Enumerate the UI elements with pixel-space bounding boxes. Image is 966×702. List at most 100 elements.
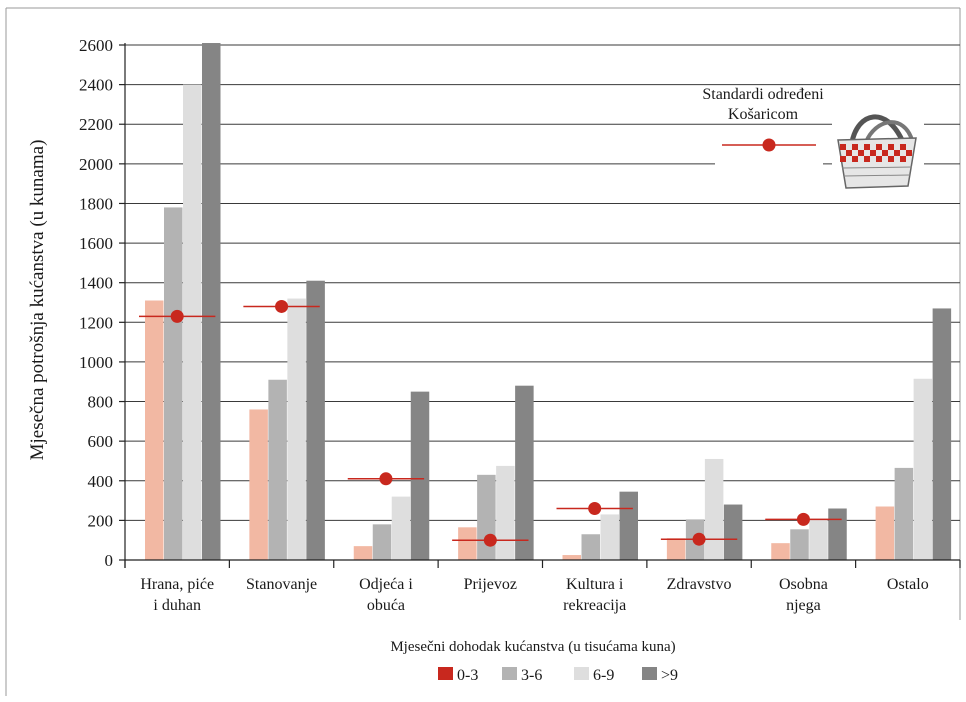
y-tick-label: 600 [88,432,114,451]
x-tick-label: obuća [367,597,405,614]
standards-legend-dot [762,138,776,152]
x-tick-label: Kultura i [566,576,624,593]
bar-0x3-5 [666,538,686,560]
basket-check [906,150,912,156]
bar-x9-3 [515,385,534,560]
bar-x9-7 [932,308,952,560]
y-tick-label: 2200 [79,115,113,134]
bar-0x3-3 [458,527,477,560]
y-tick-label: 1800 [79,194,113,213]
basket-check [846,150,852,156]
bar-0x3-6 [771,543,790,560]
basket-check [882,150,888,156]
bar-3x6-7 [894,467,914,560]
legend-label-1: 3-6 [521,667,542,684]
legend-swatch-0 [438,667,453,680]
x-tick-label: Ostalo [887,576,929,593]
standard-dot-0 [170,309,184,323]
x-tick-label: Prijevoz [464,576,517,593]
legend-swatch-2 [574,667,589,680]
bar-6x9-6 [809,518,828,560]
bar-6x9-5 [704,458,724,560]
x-tick-label: Zdravstvo [667,576,732,593]
legend: 0-3 3-6 6-9 >9 [438,667,678,684]
bar-x9-0 [202,43,221,561]
basket-check [900,156,906,162]
legend-label-0: 0-3 [457,667,478,684]
x-axis-label: Mjesečni dohodak kućanstva (u tisućama k… [390,639,675,655]
bar-x9-4 [619,491,638,560]
y-tick-label: 200 [88,511,114,530]
basket-weave [841,166,913,169]
bar-3x6-2 [372,524,392,560]
y-tick-label: 1400 [79,274,113,293]
x-tick-label: Osobna [779,576,828,593]
bar-3x6-0 [164,207,183,560]
bar-0x3-4 [562,555,581,560]
standard-dot-6 [796,512,810,526]
basket-check [852,144,858,150]
y-tick-label: 2400 [79,76,113,95]
x-tick-label: njega [786,597,821,614]
basket-check [840,156,846,162]
basket-check [888,156,894,162]
bar-x9-6 [828,508,847,560]
standards-label: Standardi određeni [702,86,824,103]
x-tick-labels: Hrana, piće i duhan Stanovanje Odjeća i obuć… [140,576,928,614]
x-tick-label: Hrana, piće [140,576,214,593]
bar-6x9-7 [913,378,933,560]
standard-dot-1 [275,299,289,313]
bar-3x6-4 [581,534,600,560]
bar-6x9-0 [183,84,202,560]
bar-0x3-2 [353,546,373,560]
bar-3x6-6 [790,529,809,560]
basket-check [870,150,876,156]
y-tick-label: 1200 [79,313,113,332]
basket-check [876,156,882,162]
y-tick-label: 400 [88,472,114,491]
basket-weave [843,174,911,177]
bar-x9-1 [306,280,325,560]
y-tick-label: 2600 [79,36,113,55]
y-tick-label: 800 [88,393,114,412]
basket-handle [849,114,905,143]
basket-check [858,150,864,156]
standard-dot-4 [588,502,602,515]
legend-label-2: 6-9 [593,667,614,684]
bar-6x9-1 [287,298,306,560]
standard-dot-5 [692,532,706,546]
legend-label-3: >9 [661,667,678,684]
standard-dot-3 [483,533,497,547]
basket-check [852,156,858,162]
y-tick-label: 1000 [79,353,113,372]
standards-label: Košaricom [728,106,799,123]
bar-6x9-2 [391,496,411,560]
basket-check [900,144,906,150]
bar-6x9-4 [600,514,619,560]
bar-0x3-0 [145,300,164,560]
bar-0x3-1 [249,409,268,560]
bar-0x3-7 [875,506,895,560]
bar-x9-5 [723,504,743,560]
x-tick-label: Stanovanje [246,576,317,593]
basket-check [894,150,900,156]
y-tick-label: 1600 [79,234,113,253]
standard-dot-2 [379,472,393,486]
bar-x9-2 [410,391,430,560]
legend-swatch-1 [502,667,517,680]
basket-handle-2 [864,120,914,143]
x-tick-label: Odjeća i [359,576,413,593]
bars [145,43,952,561]
y-tick-labels: 0 200 400 600 800 1000 1200 1400 1600 1800 2000 220… [79,36,113,570]
y-tick-label: 2000 [79,155,113,174]
basket-check [864,144,870,150]
x-tick-label: rekreacija [563,597,626,614]
bar-3x6-1 [268,379,287,560]
y-axis-label: Mjesečna potrošnja kućanstva (u kunama) [27,140,48,461]
basket-check [888,144,894,150]
y-tick-label: 0 [105,551,114,570]
bar-3x6-3 [477,474,496,560]
basket-check [840,144,846,150]
basket-check [864,156,870,162]
